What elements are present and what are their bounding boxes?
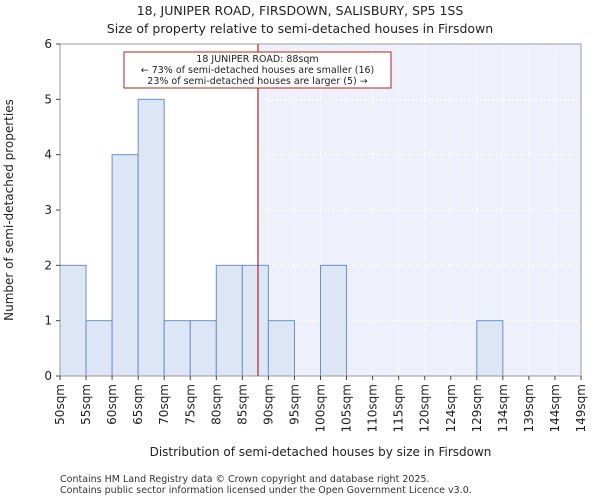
annotation-line-1: 18 JUNIPER ROAD: 88sqm bbox=[196, 54, 318, 65]
x-tick-label: 134sqm bbox=[496, 384, 510, 432]
bar-60sqm bbox=[111, 154, 139, 377]
bar-70sqm bbox=[163, 320, 191, 377]
x-tick-label: 60sqm bbox=[105, 384, 119, 425]
bar-65sqm bbox=[137, 98, 165, 377]
footer-line-2: Contains public sector information licen… bbox=[60, 485, 472, 496]
bar-90sqm bbox=[267, 320, 295, 377]
y-tick-label: 1 bbox=[44, 314, 52, 328]
x-tick-label: 105sqm bbox=[340, 384, 354, 432]
chart-subtitle: Size of property relative to semi-detach… bbox=[106, 21, 494, 36]
x-tick-label: 95sqm bbox=[287, 384, 301, 425]
annotation-line-3: 23% of semi-detached houses are larger (… bbox=[147, 76, 367, 87]
x-tick-label: 124sqm bbox=[444, 384, 458, 432]
x-tick-label: 110sqm bbox=[366, 384, 380, 432]
bar-80sqm bbox=[215, 264, 243, 377]
chart-title: 18, JUNIPER ROAD, FIRSDOWN, SALISBURY, S… bbox=[136, 3, 464, 18]
y-tick-label: 4 bbox=[44, 148, 52, 162]
y-tick-label: 0 bbox=[44, 369, 52, 383]
x-tick-label: 75sqm bbox=[183, 384, 197, 425]
bar-85sqm bbox=[241, 264, 269, 377]
x-tick-label: 90sqm bbox=[261, 384, 275, 425]
x-tick-label: 144sqm bbox=[548, 384, 562, 432]
y-tick-label: 6 bbox=[44, 37, 52, 51]
y-axis-label: Number of semi-detached properties bbox=[2, 99, 16, 321]
bar-100sqm bbox=[320, 264, 348, 377]
x-tick-label: 120sqm bbox=[418, 384, 432, 432]
x-axis-label: Distribution of semi-detached houses by … bbox=[150, 445, 492, 459]
footer-line-1: Contains HM Land Registry data © Crown c… bbox=[60, 474, 430, 485]
y-tick-label: 2 bbox=[44, 258, 52, 272]
annotation-box bbox=[123, 51, 392, 89]
bar-75sqm bbox=[189, 320, 217, 377]
x-tick-label: 149sqm bbox=[574, 384, 588, 432]
bar-55sqm bbox=[85, 320, 113, 377]
x-tick-label: 80sqm bbox=[209, 384, 223, 425]
x-tick-label: 100sqm bbox=[314, 384, 328, 432]
x-tick-label: 55sqm bbox=[79, 384, 93, 425]
x-tick-label: 65sqm bbox=[131, 384, 145, 425]
annotation-line-2: ← 73% of semi-detached houses are smalle… bbox=[141, 65, 375, 76]
bar-129sqm bbox=[476, 320, 504, 377]
x-tick-label: 139sqm bbox=[522, 384, 536, 432]
x-tick-label: 129sqm bbox=[470, 384, 484, 432]
y-tick-label: 3 bbox=[44, 203, 52, 217]
x-tick-label: 115sqm bbox=[392, 384, 406, 432]
bar-50sqm bbox=[59, 264, 87, 377]
x-tick-label: 85sqm bbox=[235, 384, 249, 425]
larger-region-shade bbox=[257, 44, 581, 376]
y-tick-label: 5 bbox=[44, 92, 52, 106]
x-tick-label: 50sqm bbox=[53, 384, 67, 425]
x-tick-label: 70sqm bbox=[157, 384, 171, 425]
